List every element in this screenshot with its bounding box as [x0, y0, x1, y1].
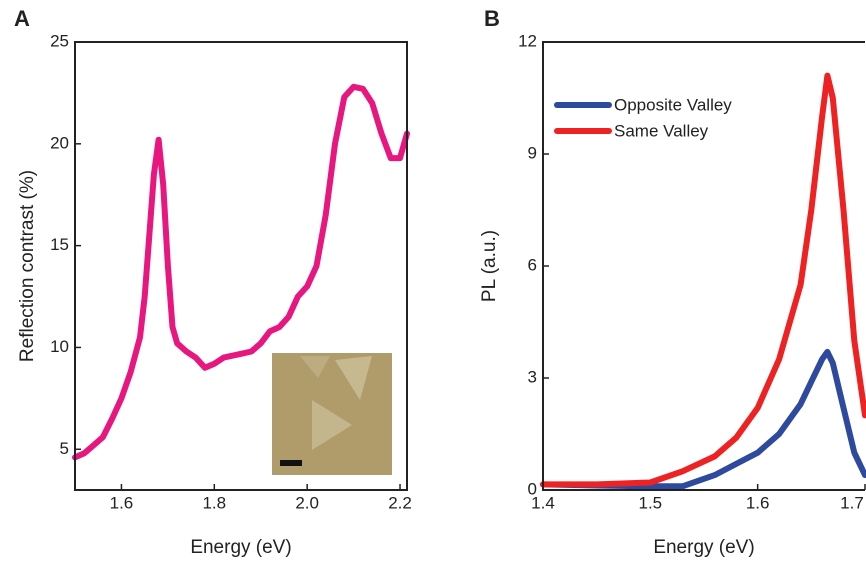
y-tick-label: 3 [528, 367, 537, 386]
panel-label: B [484, 6, 500, 31]
x-tick-label: 1.4 [531, 493, 555, 512]
x-tick-label: 2.0 [295, 493, 319, 512]
y-tick-label: 20 [50, 133, 69, 152]
x-tick-label: 1.6 [110, 493, 134, 512]
x-tick-label: 1.7 [840, 493, 864, 512]
flake [335, 356, 372, 400]
legend-label: Opposite Valley [614, 95, 732, 114]
y-tick-label: 25 [50, 31, 69, 50]
data-line [540, 72, 866, 488]
axes-frame [74, 41, 408, 491]
legend-label: Same Valley [614, 121, 709, 140]
data-line [540, 348, 866, 490]
x-tick-label: 1.6 [746, 493, 770, 512]
y-tick-label: 0 [528, 479, 537, 498]
y-tick-label: 12 [518, 31, 537, 50]
legend-swatch [554, 128, 612, 134]
x-tick-label: 2.2 [388, 493, 412, 512]
y-tick-label: 9 [528, 143, 537, 162]
scale-bar [280, 460, 302, 466]
y-tick-label: 15 [50, 235, 69, 254]
panel-label: A [14, 6, 30, 31]
y-tick-label: 10 [50, 337, 69, 356]
x-tick-label: 1.8 [202, 493, 226, 512]
data-line [72, 83, 410, 461]
x-axis-label: Energy (eV) [190, 537, 291, 558]
flake [300, 356, 330, 378]
y-axis-label: Reflection contrast (%) [17, 170, 38, 362]
x-tick-label: 1.5 [639, 493, 663, 512]
flake [312, 400, 352, 450]
y-tick-label: 5 [60, 439, 69, 458]
axes-frame [542, 41, 865, 491]
inset-image [272, 353, 392, 475]
y-tick-label: 6 [528, 255, 537, 274]
y-axis-label: PL (a.u.) [479, 230, 500, 302]
legend-swatch [554, 102, 612, 108]
x-axis-label: Energy (eV) [653, 537, 754, 558]
